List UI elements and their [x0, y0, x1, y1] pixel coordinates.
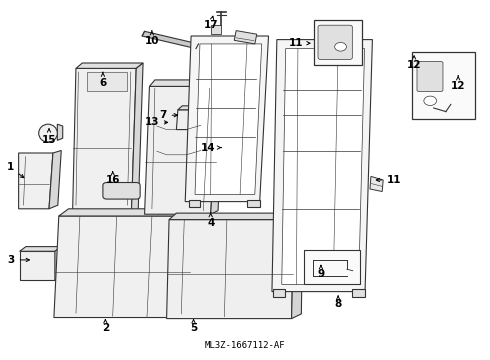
Polygon shape	[49, 150, 61, 209]
Polygon shape	[352, 289, 365, 297]
Polygon shape	[169, 213, 303, 220]
Polygon shape	[234, 31, 257, 44]
Polygon shape	[247, 200, 260, 207]
Text: 8: 8	[335, 296, 342, 309]
Polygon shape	[131, 63, 143, 215]
Text: 9: 9	[318, 265, 324, 279]
Text: 12: 12	[407, 56, 421, 70]
Polygon shape	[273, 289, 285, 297]
Polygon shape	[57, 124, 63, 140]
Polygon shape	[282, 49, 365, 284]
Polygon shape	[73, 68, 136, 215]
Polygon shape	[20, 251, 55, 280]
Text: 16: 16	[105, 172, 120, 185]
Polygon shape	[149, 80, 224, 86]
Text: 11: 11	[376, 175, 402, 185]
Circle shape	[335, 42, 346, 51]
Text: 5: 5	[190, 320, 197, 333]
Polygon shape	[211, 80, 224, 214]
Polygon shape	[87, 72, 127, 91]
Polygon shape	[212, 106, 219, 130]
Polygon shape	[176, 110, 214, 130]
Polygon shape	[272, 40, 372, 292]
Polygon shape	[142, 31, 198, 49]
Polygon shape	[167, 220, 294, 319]
Bar	[304, 250, 360, 284]
Polygon shape	[221, 148, 256, 160]
Bar	[412, 52, 475, 119]
Text: 3: 3	[7, 255, 29, 265]
FancyBboxPatch shape	[103, 183, 140, 199]
Polygon shape	[292, 213, 303, 319]
Text: 2: 2	[102, 320, 109, 333]
Polygon shape	[178, 106, 219, 110]
Text: 17: 17	[203, 16, 218, 30]
Circle shape	[424, 96, 437, 105]
Text: 11: 11	[288, 38, 310, 48]
Polygon shape	[195, 44, 262, 194]
Text: 15: 15	[42, 129, 56, 145]
Polygon shape	[189, 200, 200, 207]
Polygon shape	[19, 153, 53, 209]
Text: ML3Z-1667112-AF: ML3Z-1667112-AF	[205, 341, 285, 350]
Text: 13: 13	[145, 117, 168, 127]
Polygon shape	[222, 144, 260, 148]
Text: 12: 12	[451, 76, 465, 91]
Text: 14: 14	[201, 143, 221, 153]
Polygon shape	[54, 216, 191, 318]
Text: 10: 10	[145, 31, 159, 46]
Polygon shape	[76, 63, 143, 68]
Text: 4: 4	[207, 213, 215, 228]
Bar	[314, 20, 362, 65]
Polygon shape	[20, 247, 61, 251]
FancyBboxPatch shape	[417, 62, 443, 91]
Ellipse shape	[39, 124, 57, 142]
Text: 7: 7	[159, 110, 177, 120]
Polygon shape	[145, 86, 218, 214]
Polygon shape	[211, 25, 220, 34]
Polygon shape	[185, 36, 269, 202]
Polygon shape	[55, 247, 61, 280]
Text: 6: 6	[99, 72, 106, 88]
Polygon shape	[59, 209, 201, 216]
FancyBboxPatch shape	[318, 25, 352, 59]
Polygon shape	[370, 176, 383, 192]
Polygon shape	[184, 209, 201, 318]
Text: 1: 1	[6, 162, 24, 178]
